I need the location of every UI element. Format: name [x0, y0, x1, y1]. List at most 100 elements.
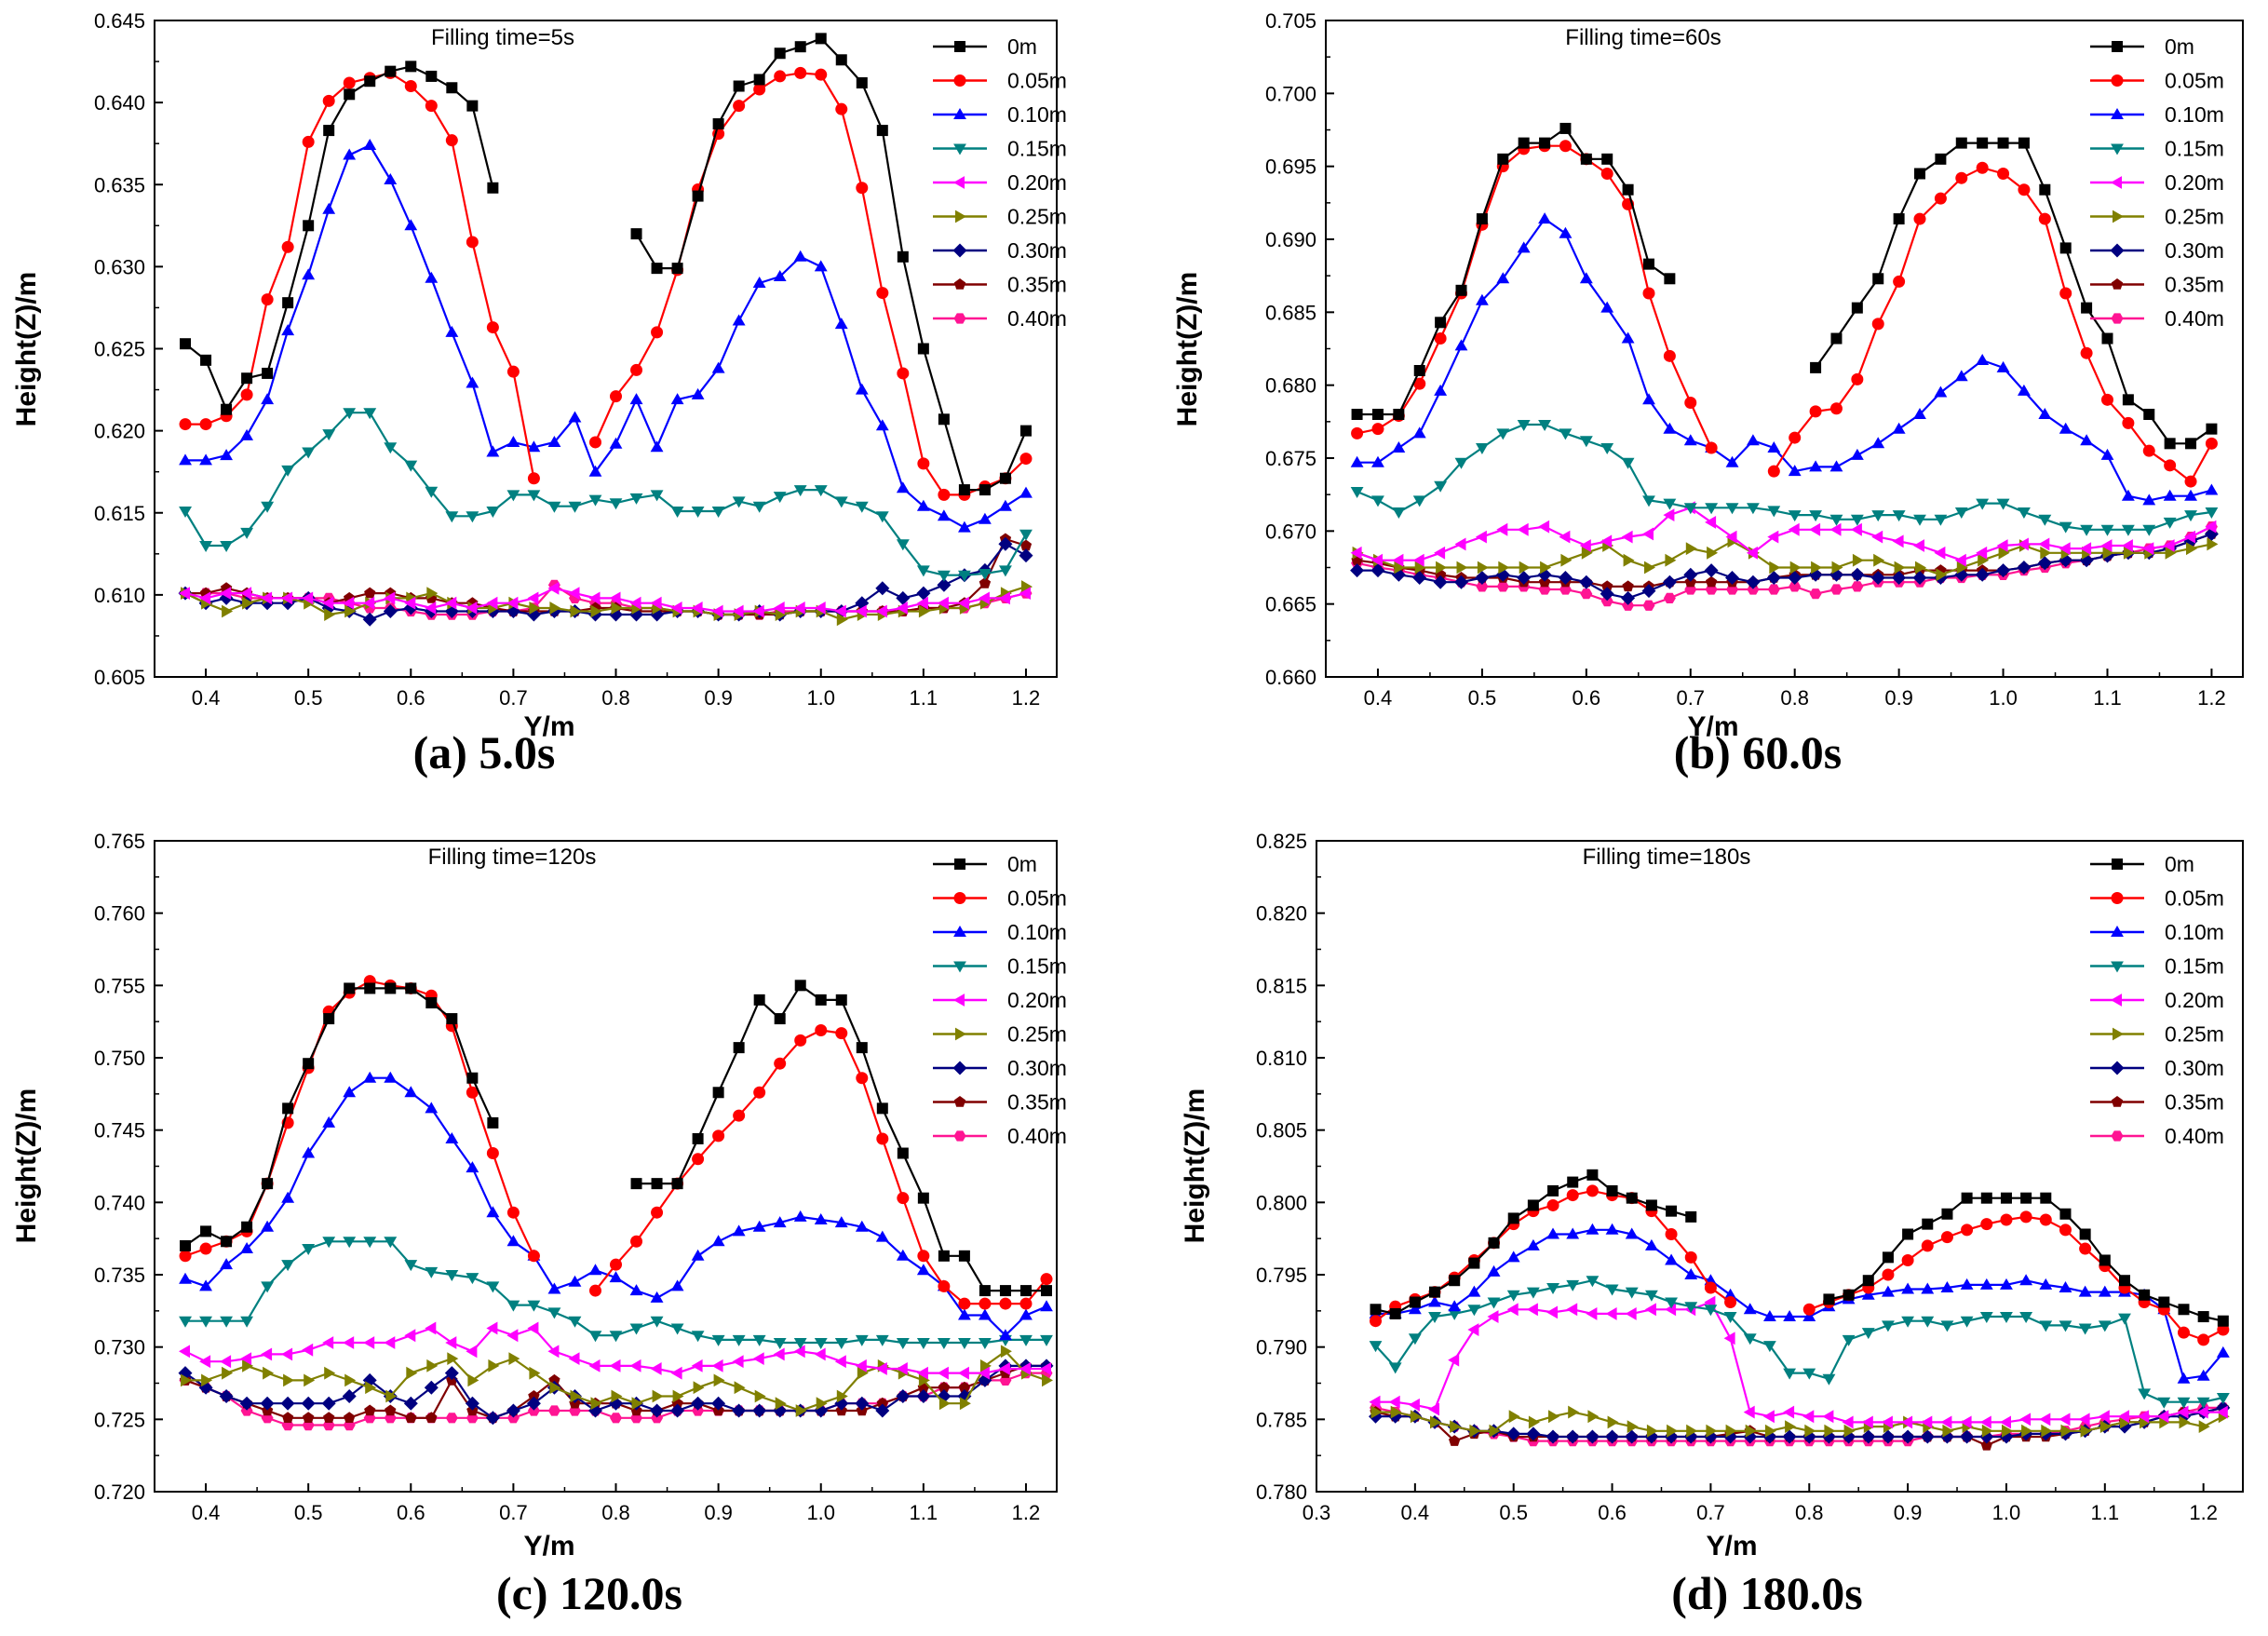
data-point — [875, 581, 890, 596]
data-point — [774, 1013, 786, 1025]
data-point — [425, 602, 437, 615]
data-point — [630, 1235, 643, 1248]
data-point — [1788, 571, 1802, 585]
data-point — [1645, 1238, 1658, 1251]
data-point — [1871, 530, 1883, 544]
x-tick-label: 1.0 — [1989, 686, 2018, 710]
data-point — [1559, 428, 1573, 440]
data-point — [2039, 1320, 2053, 1332]
data-point — [1667, 1424, 1679, 1438]
legend-label: 0m — [1007, 34, 1037, 59]
data-point — [302, 1343, 314, 1357]
series-line — [184, 1076, 1047, 1337]
data-point — [2059, 242, 2072, 254]
data-point — [262, 367, 274, 379]
series-line — [184, 987, 494, 1247]
data-point — [958, 1338, 971, 1349]
data-point — [896, 1362, 908, 1375]
data-point — [1369, 1395, 1381, 1409]
data-point — [242, 1359, 254, 1372]
x-axis-label: Y/m — [1706, 1531, 1757, 1562]
data-point — [1434, 332, 1447, 345]
data-point — [363, 1071, 377, 1083]
data-point — [814, 1338, 828, 1349]
data-point — [240, 1242, 253, 1253]
data-point — [179, 453, 192, 466]
data-point — [2099, 1420, 2112, 1433]
data-point — [1019, 548, 1033, 563]
series-line — [1375, 1301, 2223, 1424]
data-point — [1893, 275, 1906, 288]
series-0.25m — [1370, 1405, 2230, 1438]
legend-label: 0.10m — [1007, 102, 1067, 127]
y-tick-label: 0.670 — [1265, 520, 1316, 543]
data-point — [1850, 567, 1865, 582]
legend-marker — [2111, 313, 2124, 324]
data-point — [2021, 1424, 2033, 1438]
legend-marker — [953, 1096, 966, 1107]
data-point — [999, 1329, 1012, 1341]
data-point — [1566, 1227, 1580, 1239]
data-point — [1961, 1224, 1974, 1237]
data-point — [1830, 584, 1843, 595]
series-0.05m — [179, 66, 1033, 501]
data-point — [1831, 561, 1843, 575]
y-tick-label: 0.825 — [1256, 830, 1307, 853]
data-point — [1370, 1315, 1383, 1328]
data-point — [363, 408, 377, 420]
data-point — [2164, 459, 2177, 472]
data-point — [527, 490, 541, 502]
data-point — [938, 1250, 950, 1262]
data-point — [1412, 571, 1427, 585]
data-point — [526, 1396, 541, 1411]
data-point — [834, 604, 846, 618]
data-point — [2041, 1424, 2053, 1438]
data-point — [1843, 1424, 1856, 1438]
data-point — [1809, 405, 1822, 418]
data-point — [793, 485, 807, 497]
data-point — [527, 1405, 540, 1416]
data-point — [670, 393, 684, 405]
data-point — [588, 1264, 602, 1276]
data-point — [979, 512, 992, 524]
data-point — [1850, 522, 1862, 536]
legend-marker — [954, 41, 965, 52]
y-tick-label: 0.815 — [1256, 974, 1307, 997]
data-point — [261, 1347, 273, 1361]
data-point — [1642, 600, 1655, 611]
data-point — [1976, 354, 1990, 365]
x-tick-label: 0.6 — [397, 1501, 425, 1524]
data-point — [711, 1235, 725, 1247]
legend-marker — [953, 1130, 966, 1142]
data-point — [1449, 1435, 1461, 1446]
y-axis-label: Height(Z)/m — [1172, 272, 1203, 427]
data-point — [1040, 1300, 1053, 1312]
data-point — [547, 436, 561, 447]
data-point — [404, 80, 417, 92]
data-point — [1901, 1316, 1914, 1328]
data-point — [2123, 546, 2135, 560]
data-point — [814, 602, 826, 615]
legend-marker — [2113, 1027, 2124, 1041]
data-point — [199, 1316, 212, 1328]
data-point — [506, 596, 519, 610]
data-point — [1783, 1405, 1795, 1419]
data-point — [2019, 1413, 2032, 1426]
data-point — [875, 604, 887, 618]
x-tick-label: 0.9 — [1884, 686, 1913, 710]
data-point — [711, 1359, 723, 1372]
series-0.10m — [1350, 212, 2219, 506]
series-line — [184, 65, 494, 411]
data-point — [1546, 1305, 1558, 1319]
legend-marker — [2111, 994, 2122, 1007]
data-point — [2040, 546, 2052, 560]
data-point — [1892, 510, 1906, 522]
data-point — [1996, 539, 2008, 552]
y-tick-label: 0.820 — [1256, 902, 1307, 926]
data-point — [875, 419, 889, 431]
chart-title: Filling time=60s — [1565, 25, 1721, 50]
series-0.05m — [179, 975, 1053, 1310]
series-0m — [180, 33, 1032, 496]
data-point — [588, 591, 601, 605]
data-point — [179, 587, 190, 600]
